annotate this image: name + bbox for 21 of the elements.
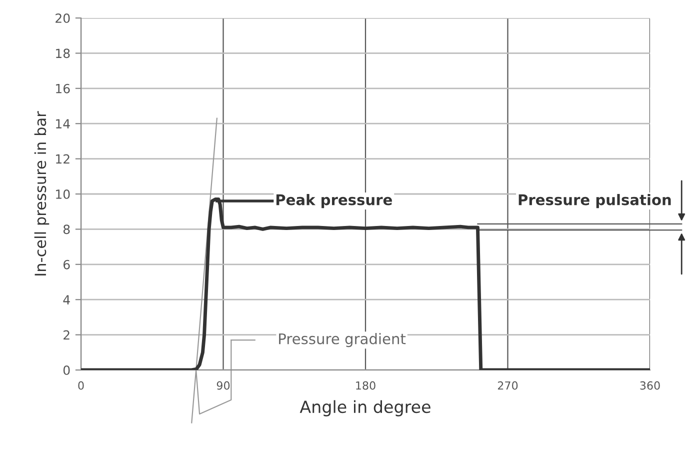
y-axis-title: In-cell pressure in bar [34, 111, 50, 276]
y-tick-label: 18 [56, 48, 70, 58]
x-tick-label: 180 [356, 381, 376, 390]
y-tick-label: 10 [56, 189, 70, 199]
y-tick-label: 12 [56, 154, 70, 164]
annotation: Pressure gradient [279, 333, 406, 348]
y-tick-label: 16 [56, 84, 70, 94]
x-axis-title: Angle in degree [300, 400, 430, 416]
x-tick-label: 360 [640, 381, 660, 390]
annotation: Pressure pulsation [518, 194, 671, 208]
y-tick-label: 0 [63, 365, 70, 375]
x-tick-label: 270 [498, 381, 518, 390]
x-tick-label: 0 [78, 381, 84, 390]
x-tick-label: 90 [216, 381, 230, 390]
y-tick-label: 20 [56, 13, 70, 23]
y-tick-label: 14 [56, 119, 70, 128]
y-tick-label: 4 [63, 295, 70, 304]
y-tick-label: 8 [63, 224, 70, 234]
y-tick-label: 6 [64, 260, 70, 270]
annotation: Peak pressure [276, 194, 392, 208]
y-tick-label: 2 [64, 330, 70, 340]
